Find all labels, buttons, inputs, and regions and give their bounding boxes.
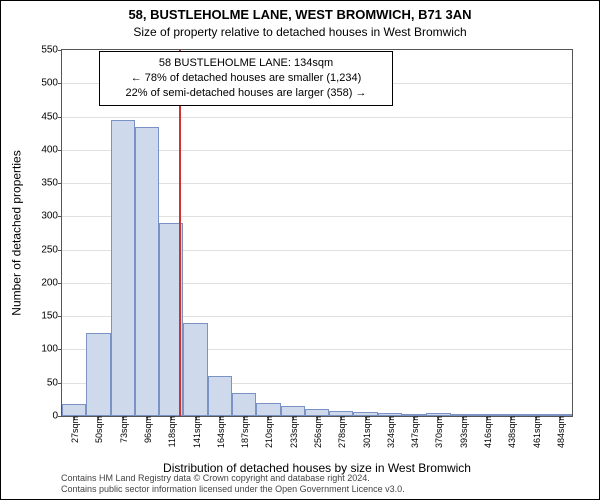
chart-title-line2: Size of property relative to detached ho… — [1, 25, 599, 39]
ytick-label: 350 — [41, 178, 62, 189]
histogram-bar — [111, 120, 135, 416]
ytick-label: 300 — [41, 211, 62, 222]
histogram-bar — [183, 323, 207, 416]
footer-line1: Contains HM Land Registry data © Crown c… — [61, 473, 573, 484]
xtick-label: 233sqm — [287, 416, 299, 448]
ytick-label: 200 — [41, 277, 62, 288]
xtick-label: 393sqm — [457, 416, 469, 448]
gridline — [62, 117, 572, 118]
histogram-bar — [305, 409, 329, 416]
chart-title-line1: 58, BUSTLEHOLME LANE, WEST BROMWICH, B71… — [1, 7, 599, 22]
annotation-line2: ← 78% of detached houses are smaller (1,… — [108, 71, 384, 86]
annotation-box: 58 BUSTLEHOLME LANE: 134sqm ← 78% of det… — [99, 51, 393, 106]
xtick-label: 141sqm — [190, 416, 202, 448]
xtick-label: 73sqm — [117, 416, 129, 443]
xtick-label: 324sqm — [384, 416, 396, 448]
xtick-label: 370sqm — [432, 416, 444, 448]
xtick-label: 301sqm — [360, 416, 372, 448]
xtick-label: 416sqm — [481, 416, 493, 448]
xtick-label: 347sqm — [408, 416, 420, 448]
ytick-label: 50 — [47, 377, 62, 388]
xtick-label: 27sqm — [68, 416, 80, 443]
ytick-label: 550 — [41, 45, 62, 56]
y-axis-label-text: Number of detached properties — [10, 150, 24, 315]
histogram-bar — [135, 127, 159, 416]
annotation-line3: 22% of semi-detached houses are larger (… — [108, 86, 384, 101]
footer: Contains HM Land Registry data © Crown c… — [61, 473, 573, 495]
histogram-bar — [232, 393, 256, 416]
xtick-label: 187sqm — [238, 416, 250, 448]
histogram-bar — [256, 403, 280, 416]
histogram-bar — [281, 406, 305, 416]
ytick-label: 250 — [41, 244, 62, 255]
histogram-bar — [208, 376, 232, 416]
xtick-label: 438sqm — [505, 416, 517, 448]
ytick-label: 100 — [41, 344, 62, 355]
y-axis-label: Number of detached properties — [9, 49, 25, 417]
ytick-label: 400 — [41, 144, 62, 155]
xtick-label: 484sqm — [554, 416, 566, 448]
ytick-label: 500 — [41, 78, 62, 89]
ytick-label: 150 — [41, 311, 62, 322]
xtick-label: 256sqm — [311, 416, 323, 448]
chart-container: 58, BUSTLEHOLME LANE, WEST BROMWICH, B71… — [0, 0, 600, 500]
xtick-label: 118sqm — [165, 416, 177, 447]
ytick-label: 0 — [52, 411, 62, 422]
histogram-bar — [62, 404, 86, 416]
ytick-label: 450 — [41, 111, 62, 122]
xtick-label: 164sqm — [214, 416, 226, 448]
xtick-label: 461sqm — [530, 416, 542, 448]
footer-line2: Contains public sector information licen… — [61, 484, 573, 495]
annotation-line1: 58 BUSTLEHOLME LANE: 134sqm — [108, 56, 384, 71]
xtick-label: 50sqm — [92, 416, 104, 443]
xtick-label: 210sqm — [262, 416, 274, 448]
xtick-label: 96sqm — [141, 416, 153, 443]
histogram-bar — [86, 333, 110, 416]
xtick-label: 278sqm — [335, 416, 347, 448]
